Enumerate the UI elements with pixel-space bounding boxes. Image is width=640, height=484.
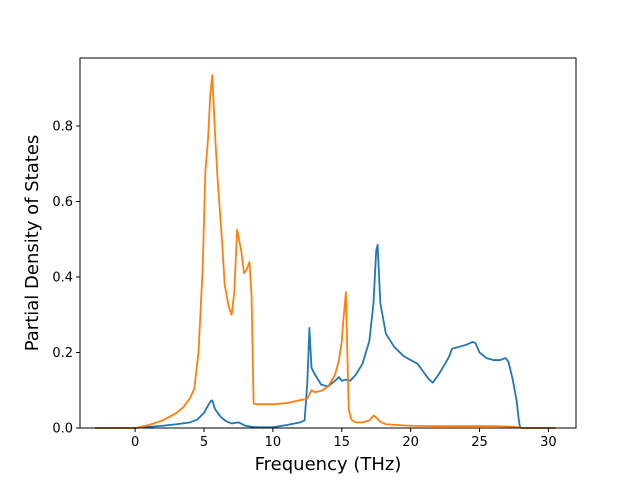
x-axis-title: Frequency (THz) [255, 454, 402, 475]
y-tick-label: 0.4 [52, 270, 73, 285]
y-axis-title: Partial Density of States [22, 135, 43, 352]
y-tick-label: 0.8 [52, 119, 73, 134]
x-axis: 0 5 10 15 20 25 30 [131, 428, 557, 450]
y-tick-label: 0.6 [52, 195, 73, 210]
x-tick-label: 5 [200, 435, 208, 450]
series-line-2 [95, 74, 556, 429]
x-tick-label: 30 [540, 435, 557, 450]
x-tick-label: 10 [265, 435, 282, 450]
y-tick-label: 0.0 [52, 422, 73, 437]
y-axis: 0.0 0.2 0.4 0.6 0.8 [52, 119, 80, 437]
x-tick-label: 25 [471, 435, 488, 450]
series-layer [95, 74, 556, 429]
plot-frame [79, 57, 577, 429]
y-tick-label: 0.2 [52, 346, 73, 361]
x-tick-label: 0 [131, 435, 139, 450]
series-line-1 [95, 243, 556, 429]
x-tick-label: 15 [334, 435, 351, 450]
x-tick-label: 20 [402, 435, 419, 450]
